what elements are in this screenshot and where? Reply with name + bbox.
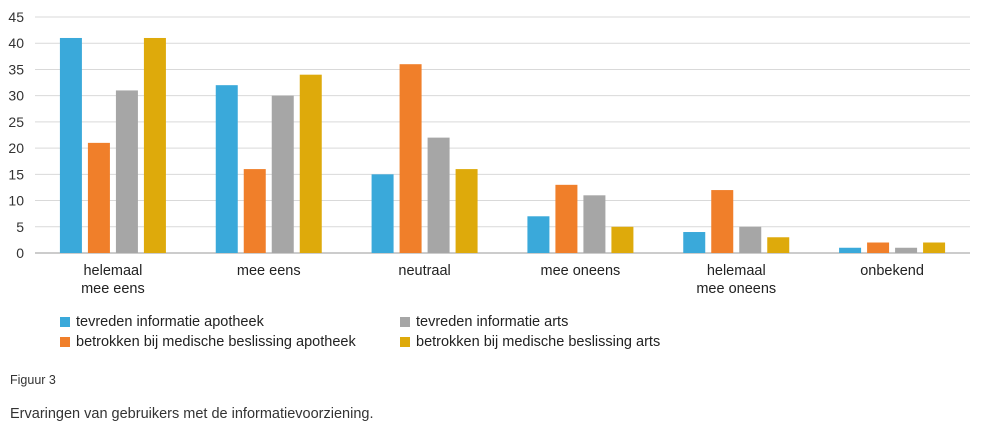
legend-item: tevreden informatie arts [400, 314, 568, 330]
legend-label: tevreden informatie apotheek [76, 314, 264, 330]
y-tick-label: 10 [8, 193, 24, 209]
x-category-label: mee eens [237, 263, 301, 279]
y-tick-label: 0 [16, 245, 24, 261]
legend-swatch [400, 337, 410, 347]
bar [427, 137, 450, 253]
bar [115, 90, 138, 253]
x-category-label: helemaal mee oneens [696, 263, 776, 297]
bar [923, 242, 946, 253]
y-tick-label: 15 [8, 166, 24, 182]
bar [555, 184, 578, 253]
legend-item: betrokken bij medische beslissing arts [400, 334, 660, 350]
bar [683, 232, 706, 253]
bar-chart: 0 5 10 15 20 25 30 35 40 45 helemaal mee eens mee ee… [8, 9, 970, 297]
x-category-label: onbekend [860, 263, 924, 279]
x-category-label: neutraal [398, 263, 450, 279]
y-tick-label: 45 [8, 9, 24, 25]
legend-item: tevreden informatie apotheek [60, 314, 264, 330]
bar [59, 37, 82, 253]
legend-item: betrokken bij medische beslissing apothe… [60, 334, 356, 350]
y-tick-label: 40 [8, 35, 24, 51]
bar [143, 37, 166, 253]
bar [527, 216, 550, 253]
bar [895, 247, 918, 253]
bar [583, 195, 606, 253]
bar [711, 190, 734, 253]
bar [371, 174, 394, 253]
bar [739, 226, 762, 253]
bar [611, 226, 634, 253]
y-tick-label: 35 [8, 61, 24, 77]
legend-swatch [60, 337, 70, 347]
y-tick-label: 5 [16, 219, 24, 235]
chart-legend: tevreden informatie apotheek tevreden inf… [60, 314, 760, 354]
bar [215, 85, 238, 253]
bar [243, 169, 266, 253]
bar [455, 169, 478, 253]
figure-label: Figuur 3 [10, 373, 56, 387]
legend-label: betrokken bij medische beslissing apothe… [76, 334, 356, 350]
y-tick-label: 25 [8, 114, 24, 130]
legend-swatch [400, 317, 410, 327]
bar [767, 237, 790, 253]
legend-label: tevreden informatie arts [416, 314, 569, 330]
legend-label: betrokken bij medische beslissing arts [416, 334, 661, 350]
bar [299, 74, 322, 253]
x-category-label: helemaal mee eens [81, 263, 145, 297]
legend-swatch [60, 317, 70, 327]
bar [867, 242, 890, 253]
figure-caption: Ervaringen van gebruikers met de informa… [10, 406, 374, 422]
y-tick-label: 30 [8, 88, 24, 104]
bar [271, 95, 294, 254]
y-tick-label: 20 [8, 140, 24, 156]
bar [399, 64, 422, 253]
bar [87, 142, 110, 253]
x-category-label: mee oneens [541, 263, 621, 279]
bar [839, 247, 862, 253]
